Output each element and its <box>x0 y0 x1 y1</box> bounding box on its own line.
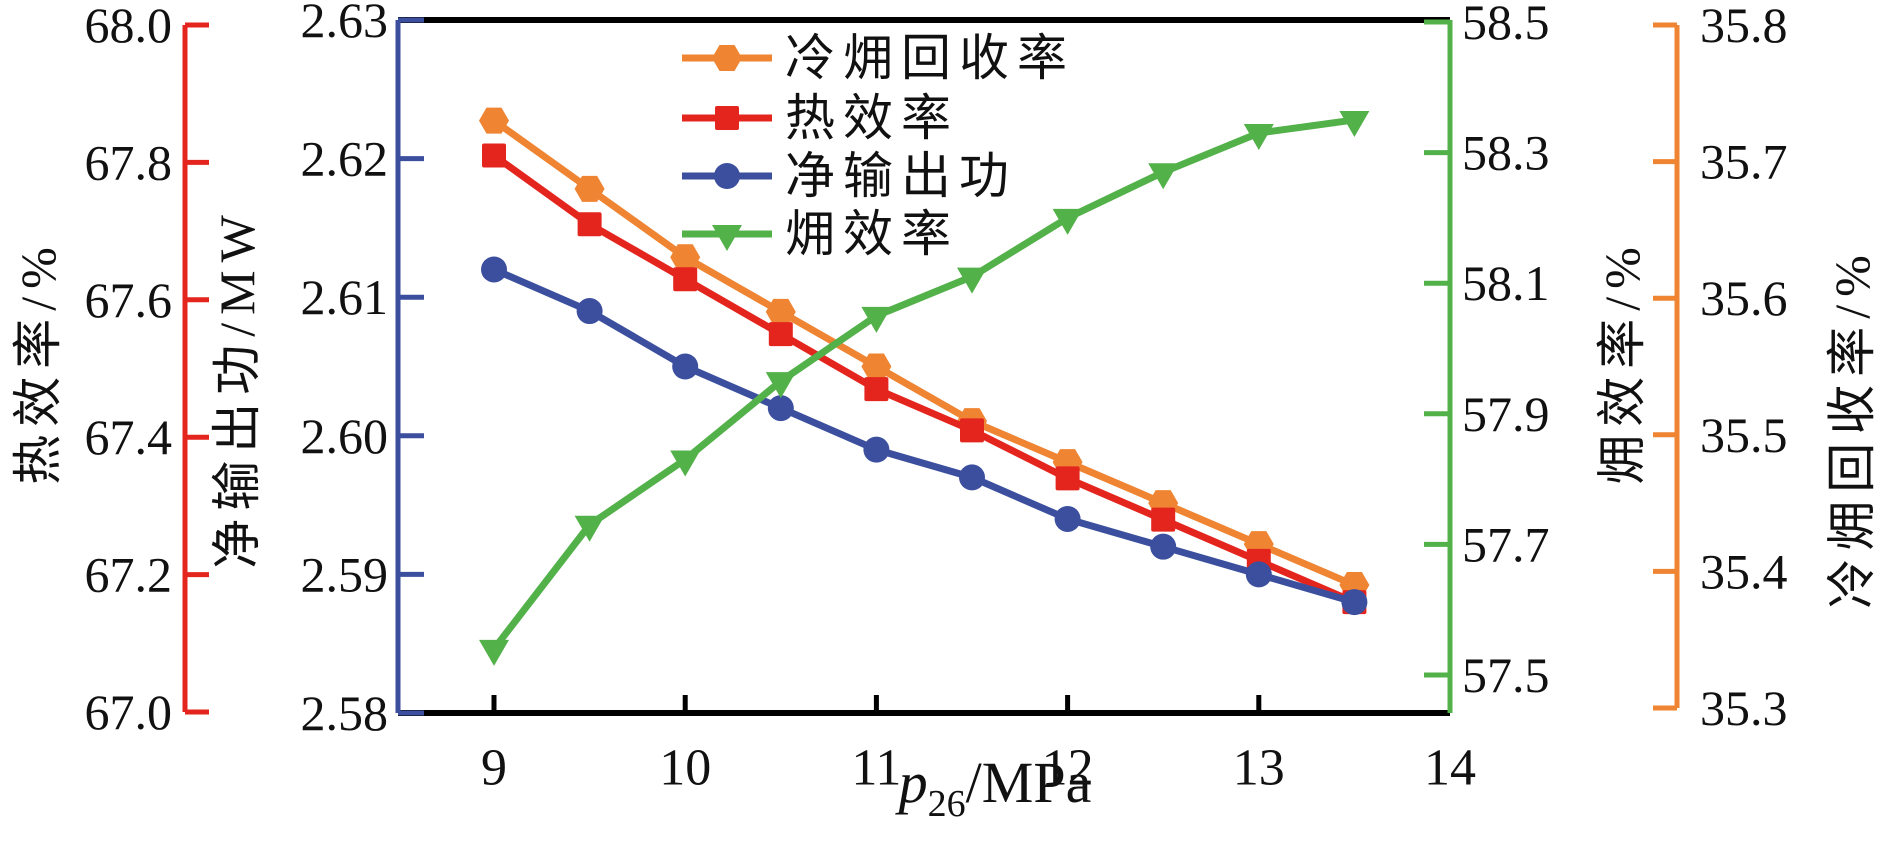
data-point-power <box>959 464 985 491</box>
axis-tick-label-power: 2.60 <box>301 408 389 464</box>
data-point-cold <box>479 107 509 134</box>
series-power <box>481 256 1368 616</box>
axis-tick-label-cold: 35.8 <box>1700 0 1788 53</box>
axis-title-cold: 冷㶲回收率/% <box>1824 247 1880 609</box>
data-point-exergy <box>765 372 796 399</box>
x-tick-label: 11 <box>851 740 901 797</box>
data-point-thermal <box>577 212 602 237</box>
axis-thermal: 67.0 67.2 67.4 67.6 67.8 68.0 热效率/% <box>10 0 209 740</box>
axis-tick-label-exergy: 58.1 <box>1462 255 1550 311</box>
data-point-power <box>1341 589 1368 616</box>
data-point-thermal <box>1055 466 1080 491</box>
series-line-power <box>490 265 1358 606</box>
data-point-exergy <box>479 639 509 666</box>
data-point-thermal <box>673 267 698 292</box>
data-point-power <box>481 256 507 283</box>
x-tick-label: 9 <box>481 740 507 797</box>
axis-tick-label-exergy: 58.5 <box>1462 0 1550 50</box>
data-point-cold <box>765 298 796 325</box>
axis-tick-label-exergy: 58.3 <box>1462 125 1550 181</box>
data-point-power <box>672 353 699 380</box>
axis-tick-label-thermal: 68.0 <box>85 0 173 53</box>
axis-tick-label-power: 2.63 <box>301 0 389 48</box>
series-line-cold <box>490 117 1358 589</box>
axis-tick-label-power: 2.58 <box>301 685 389 741</box>
data-point-power <box>863 436 890 463</box>
axis-tick-label-cold: 35.4 <box>1700 543 1788 599</box>
data-point-exergy <box>574 515 605 542</box>
data-point-power <box>1245 561 1272 588</box>
x-tick-label: 10 <box>659 740 711 797</box>
axis-tick-label-cold: 35.5 <box>1700 407 1788 463</box>
series-exergy <box>479 110 1370 666</box>
axis-power: 2.58 2.59 2.60 2.61 2.62 2.63 净输出功/MW <box>209 0 424 741</box>
axis-tick-label-thermal: 67.4 <box>85 409 173 465</box>
axis-tick-label-thermal: 67.8 <box>85 134 173 190</box>
axis-tick-label-exergy: 57.5 <box>1462 647 1550 703</box>
data-point-thermal <box>864 377 889 402</box>
axis-exergy: 57.5 57.7 57.9 58.1 58.3 58.5 㶲效率/% <box>1424 0 1650 713</box>
data-point-exergy <box>670 450 701 477</box>
legend-entry-thermal: 热效率 <box>682 90 959 146</box>
legend-label: 净输出功 <box>785 148 1017 204</box>
legend-marker-circle <box>714 163 740 189</box>
data-point-exergy <box>861 306 892 333</box>
axis-tick-label-cold: 35.3 <box>1700 680 1788 736</box>
data-point-cold <box>574 175 605 202</box>
data-point-exergy <box>1339 110 1370 137</box>
data-point-thermal <box>1151 507 1176 532</box>
axis-tick-label-exergy: 57.7 <box>1462 516 1550 572</box>
data-point-power <box>767 395 794 422</box>
data-point-power <box>1054 505 1081 532</box>
axis-title-thermal: 热效率/% <box>10 239 66 485</box>
plot-frame <box>398 17 1450 716</box>
data-point-cold <box>670 244 701 271</box>
data-point-thermal <box>960 418 984 443</box>
axis-tick-label-power: 2.61 <box>301 269 389 325</box>
legend-marker-triangle-down <box>712 225 742 251</box>
data-point-thermal <box>482 143 506 168</box>
data-point-exergy <box>1148 163 1179 190</box>
legend-marker-hexagon <box>712 45 742 71</box>
data-point-power <box>1150 533 1177 560</box>
series-line-thermal <box>490 152 1358 606</box>
legend-label: 㶲效率 <box>785 206 959 262</box>
x-tick-label: 12 <box>1042 740 1094 797</box>
axis-tick-label-thermal: 67.2 <box>85 547 173 603</box>
data-point-exergy <box>957 267 987 294</box>
axis-tick-label-thermal: 67.0 <box>85 684 173 740</box>
legend-label: 冷㶲回收率 <box>785 30 1075 86</box>
x-tick-label: 14 <box>1424 740 1476 797</box>
data-point-exergy <box>1052 208 1083 235</box>
data-point-power <box>576 298 603 325</box>
legend-entry-exergy: 㶲效率 <box>682 206 959 262</box>
axis-tick-label-cold: 35.6 <box>1700 270 1788 326</box>
legend-label: 热效率 <box>785 90 959 146</box>
axis-title-exergy: 㶲效率/% <box>1594 239 1650 485</box>
data-point-exergy <box>1243 124 1274 151</box>
legend-entry-cold: 冷㶲回收率 <box>682 30 1075 86</box>
legend-marker-square <box>715 106 739 130</box>
data-point-cold <box>861 353 892 380</box>
x-axis-title: p26/MPa <box>895 750 1092 825</box>
axis-tick-label-thermal: 67.6 <box>85 272 173 328</box>
axis-title-power: 净输出功/MW <box>209 207 265 569</box>
axis-tick-label-power: 2.62 <box>301 131 389 187</box>
x-tick-label: 13 <box>1233 740 1285 797</box>
axis-tick-label-exergy: 57.9 <box>1462 386 1550 442</box>
data-point-thermal <box>768 322 793 347</box>
legend-entry-power: 净输出功 <box>682 148 1017 204</box>
axis-tick-label-cold: 35.7 <box>1700 134 1788 190</box>
series-line-exergy <box>490 116 1358 653</box>
axis-cold: 35.3 35.4 35.5 35.6 35.7 35.8 冷㶲回收率/% <box>1653 0 1880 736</box>
axis-tick-label-power: 2.59 <box>301 546 389 602</box>
